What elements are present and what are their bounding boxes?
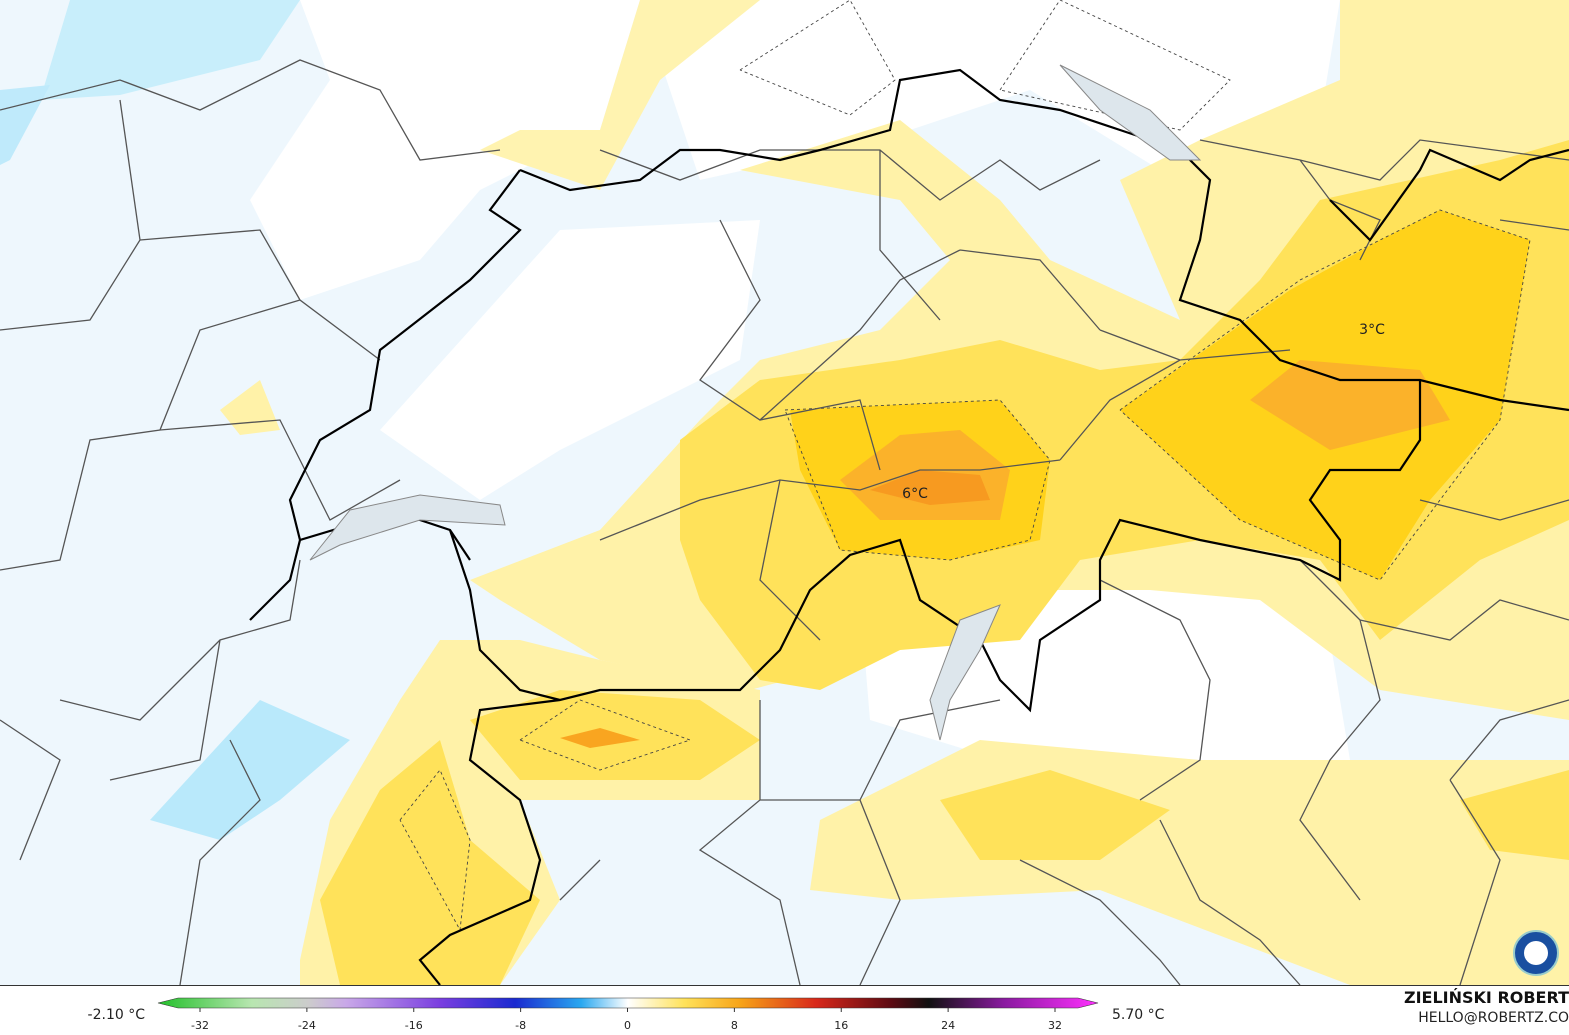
neutral-area xyxy=(250,0,640,300)
annotation: 3°C xyxy=(1359,322,1385,338)
warm-area xyxy=(940,770,1170,860)
contour xyxy=(399,769,471,932)
lake xyxy=(309,494,506,561)
tick-label: 24 xyxy=(941,1019,955,1032)
tick-label: -8 xyxy=(515,1019,526,1032)
warm-area xyxy=(1460,770,1569,860)
tick-label: -24 xyxy=(298,1019,316,1032)
tick-label: 8 xyxy=(731,1019,738,1032)
tick-label: 0 xyxy=(624,1019,631,1032)
warm-area xyxy=(870,470,990,505)
contour xyxy=(519,699,692,771)
warm-area xyxy=(480,0,760,190)
lake xyxy=(1059,64,1202,161)
warm-area xyxy=(320,740,540,985)
credit-name: ZIELIŃSKI ROBERT xyxy=(1404,988,1569,1007)
contour xyxy=(1119,209,1531,581)
cool-area xyxy=(150,700,350,840)
warm-area xyxy=(1250,360,1450,450)
annotation: 6°C xyxy=(902,486,928,502)
warm-area xyxy=(560,728,640,748)
cool-area xyxy=(0,85,50,165)
tick-label: -32 xyxy=(191,1019,209,1032)
color-bar xyxy=(157,997,1099,1009)
color-bar-ticks: -32 -24 -16 -8 0 8 16 24 32 xyxy=(191,1008,1062,1032)
tick-label: -16 xyxy=(405,1019,423,1032)
cool-area xyxy=(40,0,300,100)
neutral-area xyxy=(380,220,760,500)
tick-label: 16 xyxy=(834,1019,848,1032)
lake xyxy=(929,604,1001,741)
map-area: 6°C 3°C xyxy=(0,0,1569,986)
legend-min: -2.10 °C xyxy=(88,1007,146,1023)
national-border xyxy=(249,68,1569,986)
footer xyxy=(0,985,1569,1035)
contour xyxy=(739,0,896,116)
logo xyxy=(1524,941,1548,965)
tick-label: 32 xyxy=(1048,1019,1062,1032)
credit-contact: HELLO@ROBERTZ.CO xyxy=(1418,1010,1569,1026)
region-border xyxy=(0,59,1569,986)
legend-max: 5.70 °C xyxy=(1112,1007,1165,1023)
